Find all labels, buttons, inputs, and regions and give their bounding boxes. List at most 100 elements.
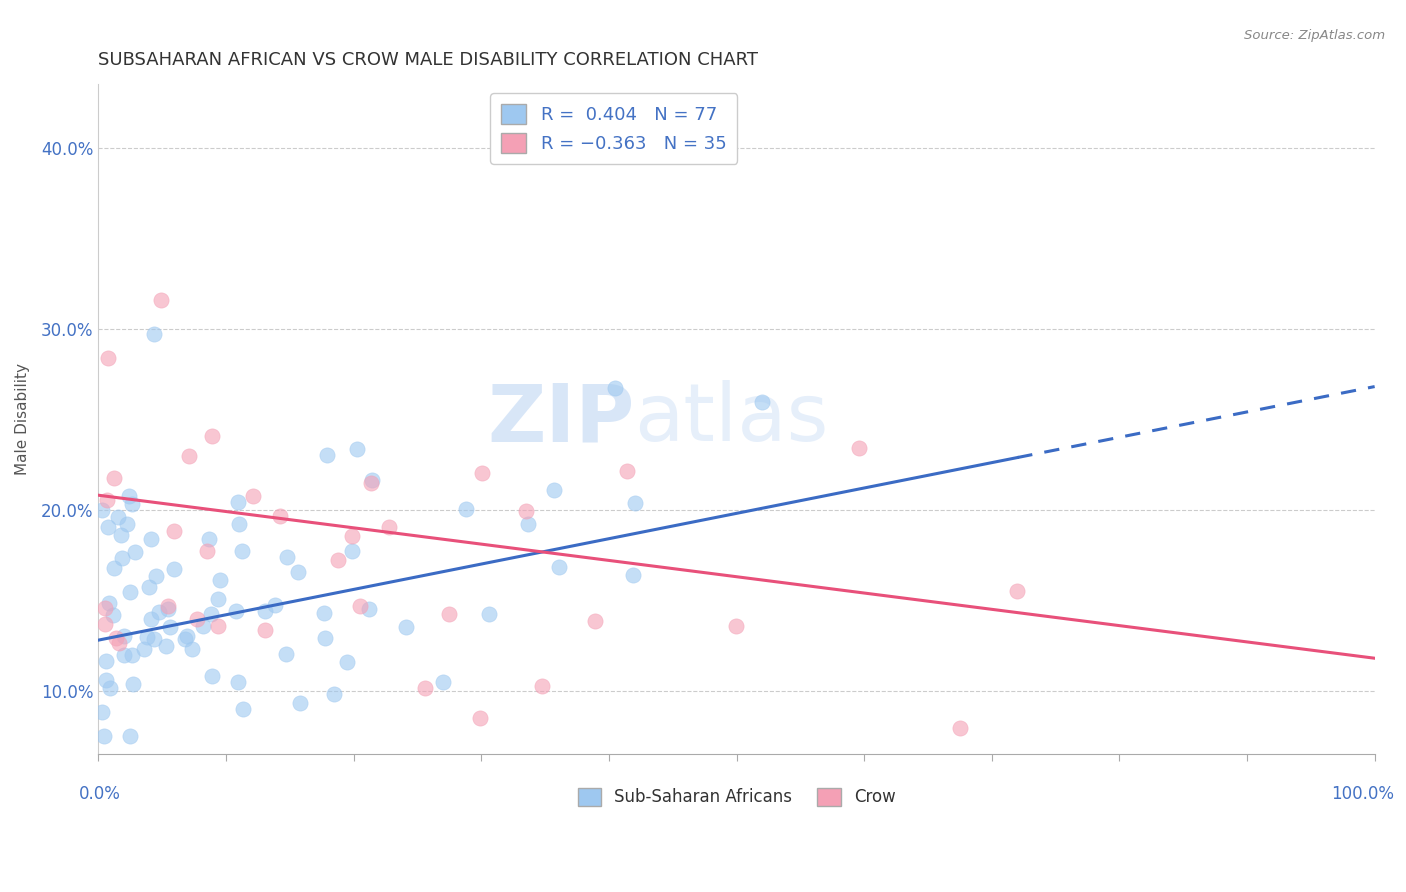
Point xyxy=(1005,583,1028,598)
Point xyxy=(624,496,647,510)
Point xyxy=(143,327,166,342)
Point xyxy=(136,630,159,644)
Point xyxy=(186,612,208,626)
Point xyxy=(478,607,501,622)
Point xyxy=(118,489,141,503)
Point xyxy=(254,623,277,637)
Point xyxy=(141,533,163,547)
Point xyxy=(121,497,143,511)
Point xyxy=(201,429,224,443)
Point xyxy=(197,544,219,558)
Point xyxy=(314,632,336,646)
Point xyxy=(98,681,121,696)
Point xyxy=(97,596,120,610)
Point xyxy=(468,711,491,725)
Point xyxy=(360,476,382,491)
Point xyxy=(395,620,418,634)
Point xyxy=(138,580,160,594)
Point xyxy=(143,632,166,647)
Point xyxy=(121,677,143,691)
Point xyxy=(226,675,249,690)
Point xyxy=(118,729,141,743)
Point xyxy=(91,705,114,719)
Point xyxy=(208,573,231,587)
Point xyxy=(287,565,309,579)
Point xyxy=(751,394,773,409)
Point xyxy=(177,449,200,463)
Point xyxy=(232,702,254,716)
Text: SUBSAHARAN AFRICAN VS CROW MALE DISABILITY CORRELATION CHART: SUBSAHARAN AFRICAN VS CROW MALE DISABILI… xyxy=(98,51,758,69)
Point xyxy=(94,654,117,668)
Point xyxy=(225,604,247,618)
Point xyxy=(621,568,644,582)
Point xyxy=(114,648,136,662)
Point xyxy=(198,532,221,546)
Point xyxy=(323,687,346,701)
Point xyxy=(349,599,371,613)
Point xyxy=(288,696,311,710)
Point xyxy=(346,442,368,456)
Point xyxy=(110,528,132,542)
Point xyxy=(176,629,198,643)
Point xyxy=(361,473,384,487)
Point xyxy=(543,483,565,498)
Point xyxy=(432,675,454,690)
Point xyxy=(437,607,460,622)
Point xyxy=(336,655,359,669)
Text: 100.0%: 100.0% xyxy=(1331,786,1393,804)
Point xyxy=(155,639,177,653)
Point xyxy=(515,504,537,518)
Point xyxy=(159,620,181,634)
Point xyxy=(115,517,138,532)
Point xyxy=(97,520,120,534)
Point xyxy=(163,562,186,576)
Text: ZIP: ZIP xyxy=(488,380,634,458)
Point xyxy=(163,524,186,539)
Point xyxy=(548,559,571,574)
Point xyxy=(118,584,141,599)
Point xyxy=(107,509,129,524)
Point xyxy=(242,488,264,502)
Point xyxy=(145,568,167,582)
Point xyxy=(725,619,748,633)
Point xyxy=(103,560,125,574)
Point xyxy=(97,351,120,365)
Point xyxy=(314,606,336,620)
Point xyxy=(101,608,124,623)
Point xyxy=(96,493,118,508)
Point xyxy=(454,502,477,516)
Point xyxy=(121,648,143,662)
Point xyxy=(93,729,115,743)
Point xyxy=(253,604,276,618)
Point xyxy=(616,464,638,478)
Point xyxy=(848,441,870,455)
Point xyxy=(328,553,350,567)
Point xyxy=(191,619,214,633)
Point xyxy=(471,466,494,480)
Point xyxy=(150,293,173,307)
Point xyxy=(91,503,114,517)
Point xyxy=(180,641,202,656)
Point xyxy=(340,544,363,558)
Point xyxy=(357,602,380,616)
Point xyxy=(340,529,363,543)
Point xyxy=(207,619,229,633)
Point xyxy=(111,550,134,565)
Point xyxy=(114,628,136,642)
Point xyxy=(264,599,287,613)
Point xyxy=(226,495,249,509)
Y-axis label: Male Disability: Male Disability xyxy=(15,363,30,475)
Point xyxy=(94,673,117,687)
Text: Source: ZipAtlas.com: Source: ZipAtlas.com xyxy=(1244,29,1385,42)
Point xyxy=(531,679,554,693)
Point xyxy=(517,517,540,532)
Point xyxy=(103,470,125,484)
Point xyxy=(949,721,972,735)
Point xyxy=(200,607,222,621)
Point xyxy=(207,591,229,606)
Point xyxy=(156,599,179,613)
Point xyxy=(228,516,250,531)
Point xyxy=(583,614,606,628)
Point xyxy=(174,632,197,646)
Point xyxy=(276,648,298,662)
